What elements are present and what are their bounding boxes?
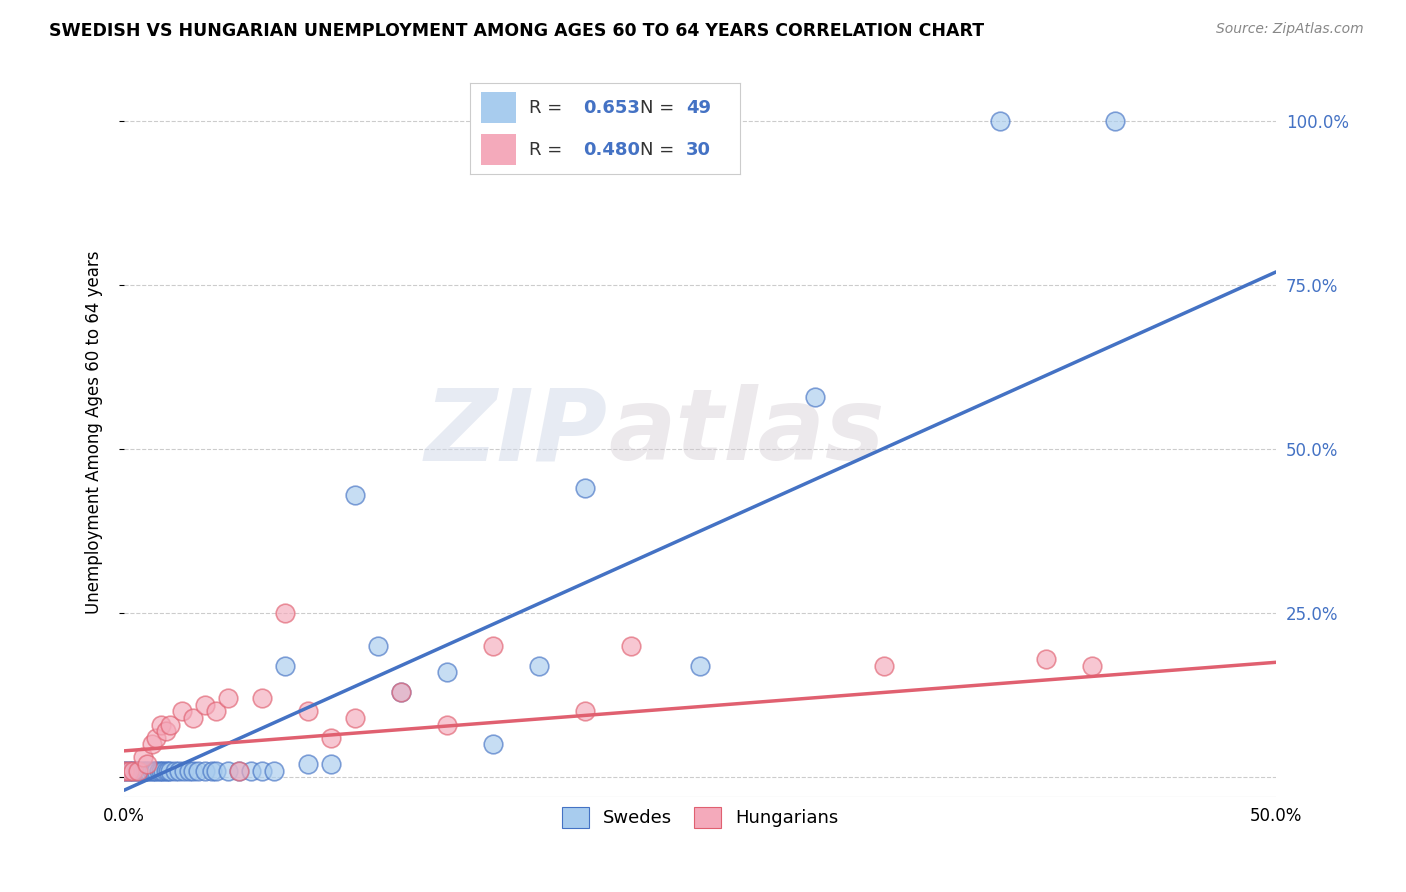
Point [136, 764, 159, 778]
Point [127, 764, 149, 778]
Point [343, 488, 366, 502]
Point [120, 764, 142, 778]
Point [205, 764, 228, 778]
Text: atlas: atlas [607, 384, 884, 481]
Point [436, 665, 458, 680]
Point [367, 639, 389, 653]
Point [181, 764, 204, 778]
Text: SWEDISH VS HUNGARIAN UNEMPLOYMENT AMONG AGES 60 TO 64 YEARS CORRELATION CHART: SWEDISH VS HUNGARIAN UNEMPLOYMENT AMONG … [49, 22, 984, 40]
Point [112, 764, 135, 778]
Point [1104, 114, 1126, 128]
Point [181, 711, 204, 725]
Point [177, 764, 200, 778]
Point [187, 764, 209, 778]
Point [122, 764, 145, 778]
Point [574, 705, 596, 719]
Point [436, 717, 458, 731]
Point [343, 711, 366, 725]
Point [118, 764, 141, 778]
Point [152, 764, 174, 778]
Point [620, 639, 643, 653]
Point [150, 717, 173, 731]
Legend: Swedes, Hungarians: Swedes, Hungarians [554, 800, 846, 835]
Y-axis label: Unemployment Among Ages 60 to 64 years: Unemployment Among Ages 60 to 64 years [86, 251, 103, 615]
Point [481, 639, 503, 653]
Point [155, 724, 177, 739]
Text: Source: ZipAtlas.com: Source: ZipAtlas.com [1216, 22, 1364, 37]
Point [274, 658, 297, 673]
Point [252, 764, 274, 778]
Point [527, 658, 550, 673]
Point [217, 764, 239, 778]
Point [148, 764, 170, 778]
Point [274, 606, 297, 620]
Point [127, 764, 149, 778]
Point [389, 685, 412, 699]
Point [138, 764, 160, 778]
Point [173, 764, 195, 778]
Point [145, 731, 167, 745]
Point [156, 764, 179, 778]
Point [129, 764, 152, 778]
Point [194, 764, 217, 778]
Point [141, 764, 163, 778]
Point [143, 764, 166, 778]
Point [574, 482, 596, 496]
Point [131, 750, 153, 764]
Point [194, 698, 217, 712]
Point [988, 114, 1011, 128]
Point [297, 705, 319, 719]
Point [297, 756, 319, 771]
Point [159, 717, 181, 731]
Point [118, 764, 141, 778]
Point [124, 764, 146, 778]
Point [150, 764, 173, 778]
Point [112, 764, 135, 778]
Point [159, 764, 181, 778]
Point [873, 658, 896, 673]
Point [163, 764, 186, 778]
Point [134, 764, 156, 778]
Point [252, 691, 274, 706]
Point [217, 691, 239, 706]
Point [131, 764, 153, 778]
Point [481, 737, 503, 751]
Point [239, 764, 262, 778]
Point [170, 705, 193, 719]
Point [169, 764, 191, 778]
Point [689, 658, 711, 673]
Point [141, 737, 163, 751]
Point [321, 731, 343, 745]
Point [228, 764, 250, 778]
Point [1035, 652, 1057, 666]
Point [115, 764, 138, 778]
Point [321, 756, 343, 771]
Point [155, 764, 177, 778]
Point [804, 390, 827, 404]
Point [228, 764, 250, 778]
Point [201, 764, 224, 778]
Point [205, 705, 228, 719]
Point [136, 756, 159, 771]
Point [122, 764, 145, 778]
Point [263, 764, 285, 778]
Point [1081, 658, 1104, 673]
Text: ZIP: ZIP [425, 384, 607, 481]
Point [389, 685, 412, 699]
Point [145, 764, 167, 778]
